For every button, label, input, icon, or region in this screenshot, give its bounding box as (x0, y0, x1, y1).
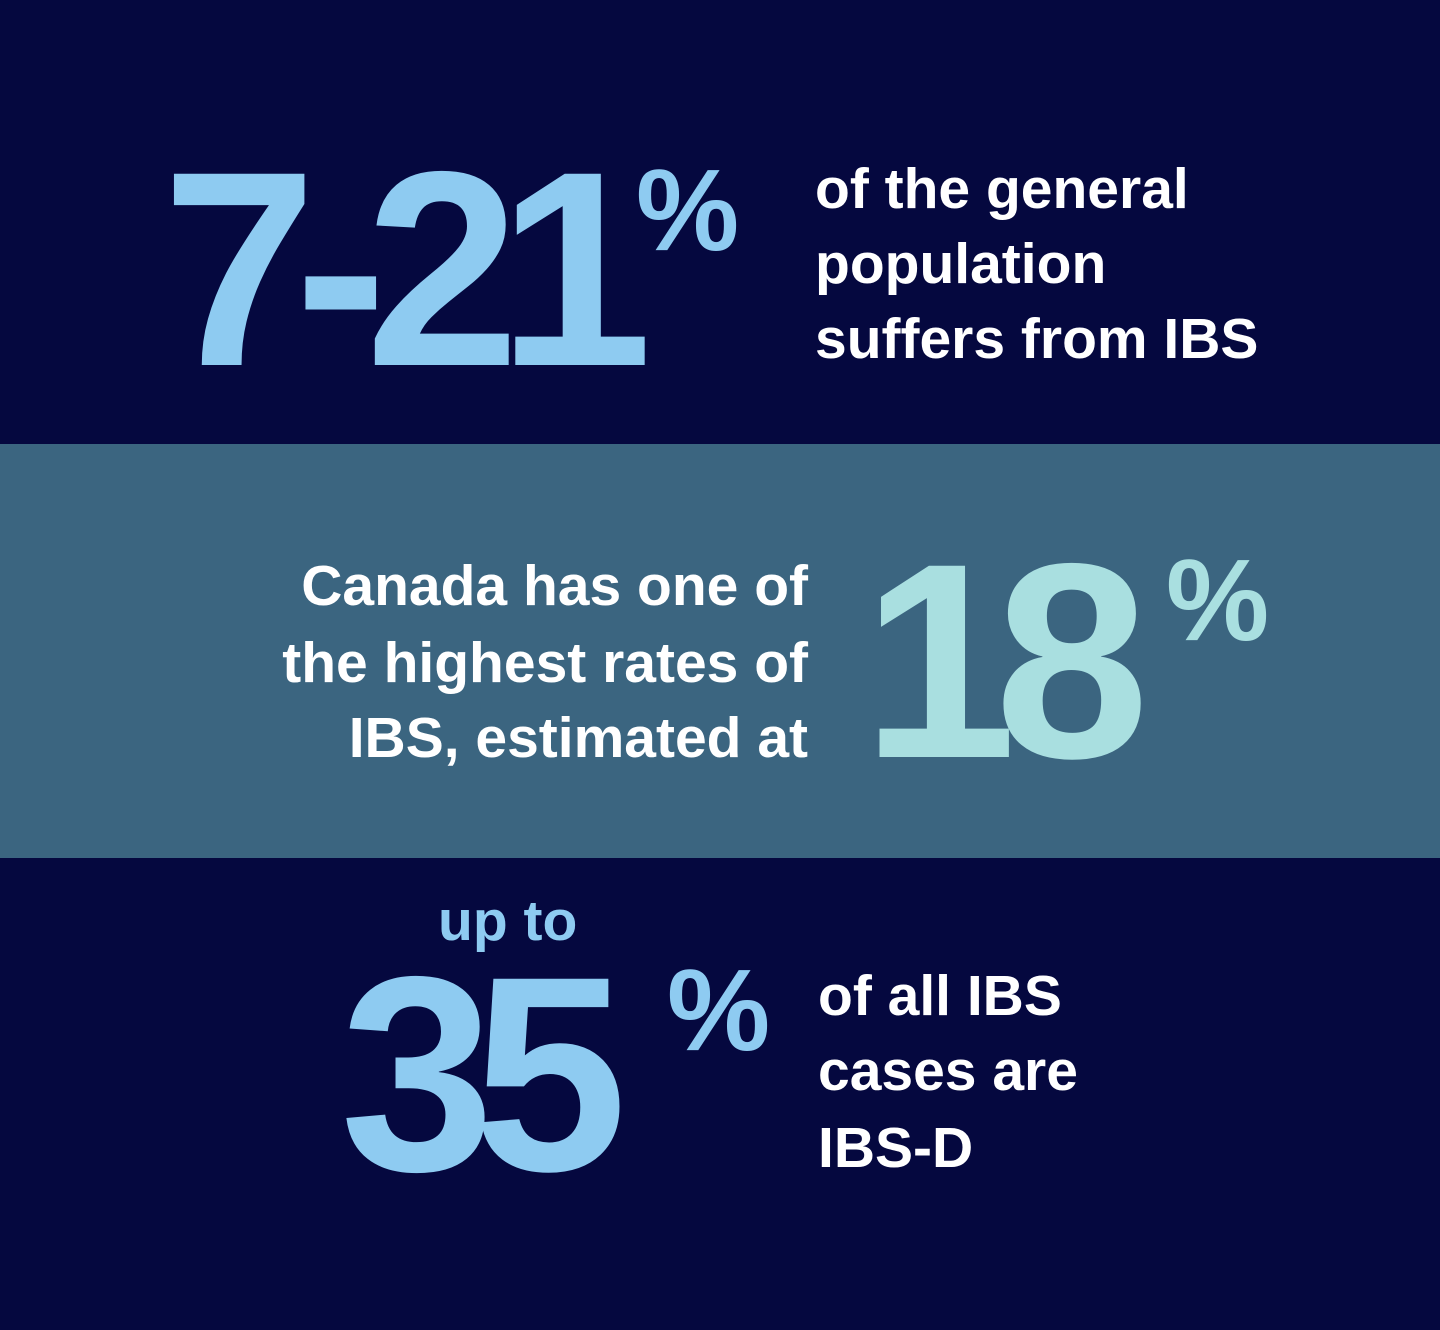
stat-description: IBS-D (818, 1116, 973, 1180)
stat-description: population (815, 232, 1106, 296)
stat-description: the highest rates of (282, 631, 809, 695)
section-background (0, 444, 1440, 858)
big-stat: 35 (340, 918, 620, 1229)
section-background (0, 858, 1440, 1330)
big-stat: 7-21 (162, 113, 645, 424)
section-background (0, 0, 1440, 444)
big-stat: 18 (862, 505, 1142, 816)
stat-description: suffers from IBS (815, 307, 1258, 371)
stat-unit: % (636, 145, 739, 275)
stat-description: of the general (815, 157, 1189, 221)
stat-prefix: up to (438, 889, 577, 953)
stat-description: IBS, estimated at (349, 706, 808, 770)
stat-unit: % (667, 945, 770, 1075)
stat-description: of all IBS (818, 964, 1062, 1028)
stat-description: cases are (818, 1039, 1078, 1103)
stat-description: Canada has one of (301, 554, 809, 618)
stat-unit: % (1166, 535, 1269, 665)
